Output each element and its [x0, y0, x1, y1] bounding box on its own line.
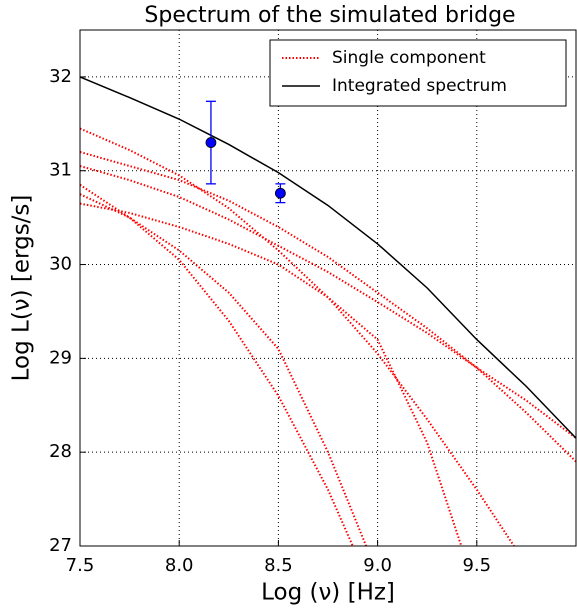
y-tick-label: 32 — [49, 66, 72, 87]
x-tick-label: 9.5 — [462, 555, 491, 576]
y-tick-label: 27 — [49, 535, 72, 556]
component-line — [80, 202, 463, 546]
component-line — [80, 193, 368, 546]
y-tick-label: 30 — [49, 254, 72, 275]
component-line — [80, 151, 577, 463]
data-point — [205, 137, 217, 148]
plot-frame — [79, 29, 577, 547]
x-axis-label: Log (ν) [Hz] — [261, 580, 395, 606]
data-point — [274, 187, 286, 199]
spectrum-line — [80, 76, 577, 439]
y-tick-label: 28 — [49, 441, 72, 462]
y-tick-label: 29 — [49, 347, 72, 368]
legend-label: Integrated spectrum — [332, 76, 507, 96]
plot-area — [80, 76, 577, 546]
legend-label: Single component — [332, 48, 486, 68]
y-axis-label: Log L(ν) [ergs/s] — [9, 195, 35, 382]
legend-box — [269, 39, 567, 107]
x-tick-label: 8.5 — [264, 555, 293, 576]
component-line — [80, 127, 516, 546]
x-tick-label: 7.5 — [66, 555, 95, 576]
component-line — [80, 183, 354, 546]
y-tick-label: 31 — [49, 160, 72, 181]
x-tick-label: 8.0 — [165, 555, 194, 576]
chart-title: Spectrum of the simulated bridge — [144, 3, 515, 28]
x-tick-label: 9.0 — [363, 555, 392, 576]
component-line — [80, 165, 577, 439]
